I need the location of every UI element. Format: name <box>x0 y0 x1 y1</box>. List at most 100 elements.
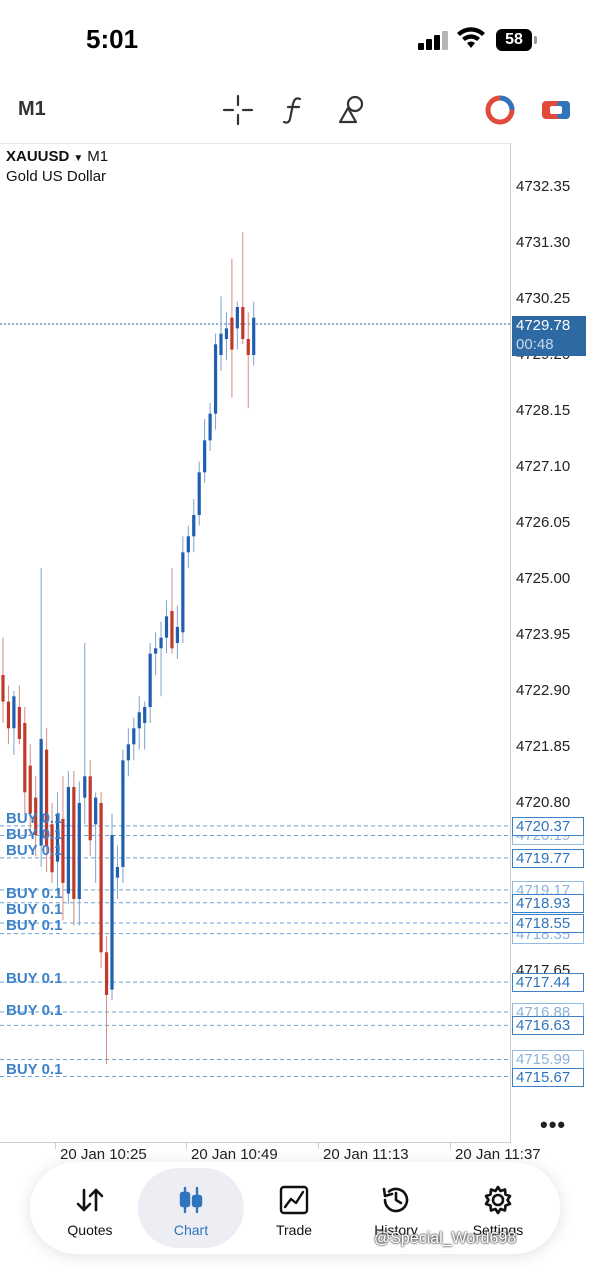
order-level-price[interactable]: 4720.37 <box>512 816 584 836</box>
symbol-header[interactable]: XAUUSD ▼ M1 <box>6 148 108 165</box>
candle-body <box>66 786 70 894</box>
order-label[interactable]: BUY 0.1 <box>6 884 63 902</box>
candle-body <box>28 765 32 814</box>
candle-body <box>192 514 196 537</box>
price-tick-label: 4720.80 <box>516 793 571 811</box>
time-tick-label: 20 Jan 10:49 <box>191 1146 278 1163</box>
order-label[interactable]: BUY 0.1 <box>6 916 63 934</box>
candle-body <box>104 952 109 995</box>
candle-body <box>235 306 239 329</box>
time-tick-mark <box>318 1143 319 1149</box>
candle-body <box>1 674 5 702</box>
nav-trade[interactable]: Trade <box>241 1168 347 1248</box>
order-label[interactable]: BUY 0.1 <box>6 826 63 844</box>
candle-body <box>126 744 130 761</box>
order-label[interactable]: BUY 0.1 <box>6 900 63 918</box>
candle-body <box>17 706 21 739</box>
symbol-timeframe: M1 <box>87 148 109 165</box>
time-tick-mark <box>55 1143 56 1149</box>
candle-body <box>23 722 27 793</box>
candle-body <box>99 802 103 953</box>
chart-area[interactable]: XAUUSD ▼ M1 Gold US Dollar 4732.35 4731.30 4… <box>0 143 590 1143</box>
price-tick-label: 4727.10 <box>516 457 571 475</box>
order-label[interactable]: BUY 0.1 <box>6 810 63 828</box>
one-click-trading-icon[interactable] <box>484 94 516 126</box>
wifi-icon <box>457 27 485 48</box>
order-level-price[interactable]: 4717.44 <box>512 973 584 993</box>
candle-body <box>45 749 49 846</box>
battery-tip <box>534 36 537 44</box>
candle-body <box>115 866 120 878</box>
candle-body <box>170 610 174 649</box>
candle-body <box>186 536 190 553</box>
candle-body <box>252 317 256 355</box>
timeframe-button[interactable]: M1 <box>18 98 46 120</box>
candle-body <box>241 306 245 339</box>
crosshair-icon[interactable] <box>222 94 254 126</box>
bar-countdown: 00:48 <box>516 336 554 353</box>
bottom-navigation: Quotes Chart Trade History <box>30 1162 560 1254</box>
order-level-price[interactable]: 4718.93 <box>512 893 584 913</box>
trade-panel-icon[interactable] <box>540 94 572 126</box>
time-tick-label: 20 Jan 11:37 <box>455 1146 541 1163</box>
price-tick-label: 4723.95 <box>516 625 571 643</box>
candle-body <box>83 776 87 798</box>
nav-trade-label: Trade <box>275 1222 313 1238</box>
candle-body <box>208 413 212 441</box>
order-level-price[interactable]: 4715.99 <box>512 1050 584 1070</box>
price-tick-label: 4728.15 <box>516 401 571 419</box>
candle-body <box>55 813 60 862</box>
nav-history[interactable]: History <box>343 1168 449 1248</box>
chevron-down-icon: ▼ <box>73 153 84 164</box>
candle-body <box>77 802 81 899</box>
chart-toolbar: M1 <box>0 82 590 140</box>
candle-body <box>203 440 207 473</box>
candle-body <box>88 776 92 841</box>
quotes-icon <box>76 1188 104 1212</box>
objects-icon[interactable] <box>336 94 368 126</box>
order-label[interactable]: BUY 0.1 <box>6 1002 63 1020</box>
order-level-price[interactable]: 4715.67 <box>512 1067 584 1087</box>
candle-body <box>148 653 152 707</box>
order-level-price[interactable]: 4718.55 <box>512 913 584 933</box>
current-price: 4729.78 <box>516 317 571 334</box>
candle-body <box>154 648 158 654</box>
chart-frame[interactable] <box>0 143 511 1143</box>
nav-quotes[interactable]: Quotes <box>37 1168 143 1248</box>
candle-body <box>159 637 163 649</box>
candle-body <box>61 818 65 883</box>
candle-body <box>230 317 234 350</box>
price-chart[interactable] <box>0 143 511 1143</box>
price-tick-label: 4725.00 <box>516 569 571 587</box>
candle-body <box>246 338 250 355</box>
more-options-icon[interactable]: ••• <box>540 1112 567 1137</box>
candle-body <box>175 626 179 643</box>
candle-body <box>132 728 136 745</box>
symbol-description: Gold US Dollar <box>6 168 107 185</box>
order-level-price[interactable]: 4719.77 <box>512 848 584 868</box>
candle-body <box>34 797 38 835</box>
candle-body <box>213 344 218 414</box>
nav-chart[interactable]: Chart <box>138 1168 244 1248</box>
current-price-badge: 4729.78 00:48 <box>512 316 586 356</box>
candle-body <box>39 738 43 846</box>
candle-body <box>181 552 185 633</box>
candle-body <box>6 701 11 729</box>
price-tick-label: 4726.05 <box>516 513 571 531</box>
status-bar: 5:01 58 <box>0 0 590 80</box>
indicators-icon[interactable] <box>278 94 310 126</box>
order-level-price[interactable]: 4716.63 <box>512 1016 584 1036</box>
order-label[interactable]: BUY 0.1 <box>6 970 63 988</box>
watermark: @Special_Word698 <box>374 1230 517 1247</box>
symbol-name: XAUUSD <box>6 148 70 165</box>
price-tick-label: 4732.35 <box>516 178 571 195</box>
order-label[interactable]: BUY 0.1 <box>6 1060 63 1078</box>
candlestick-chart-icon <box>179 1186 203 1214</box>
time-tick-mark <box>186 1143 187 1149</box>
nav-settings[interactable]: Settings <box>445 1168 551 1248</box>
order-label[interactable]: BUY 0.1 <box>6 842 63 860</box>
nav-quotes-label: Quotes <box>67 1222 113 1238</box>
clock: 5:01 <box>86 24 139 54</box>
time-tick-label: 20 Jan 11:13 <box>323 1146 409 1163</box>
time-tick-label: 20 Jan 10:25 <box>60 1146 147 1163</box>
